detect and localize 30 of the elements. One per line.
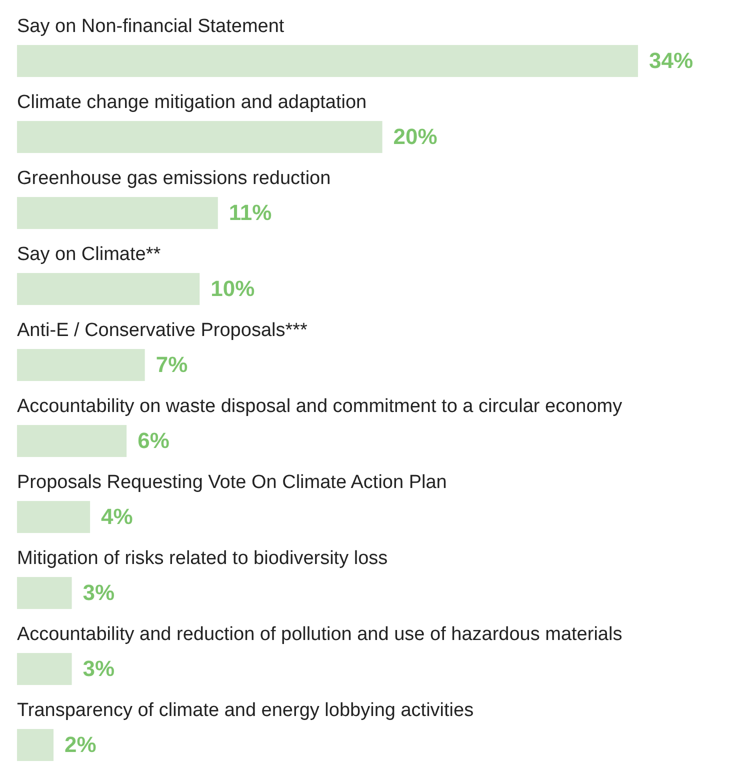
data-label: 7% xyxy=(156,352,188,377)
bar xyxy=(17,577,72,609)
y-tick-label: Mitigation of risks related to biodiversity loss xyxy=(17,548,388,569)
data-label: 6% xyxy=(138,428,170,453)
bar xyxy=(17,349,145,381)
y-tick-label: Accountability and reduction of pollution and use of hazardous materials xyxy=(17,624,622,645)
bar xyxy=(17,653,72,685)
y-tick-label: Anti-E / Conservative Proposals*** xyxy=(17,320,308,341)
y-tick-label: Accountability on waste disposal and commitment to a circular economy xyxy=(17,396,623,417)
y-tick-label: Greenhouse gas emissions reduction xyxy=(17,168,331,189)
data-label: 20% xyxy=(393,124,438,149)
bar xyxy=(17,121,382,153)
bar xyxy=(17,729,54,761)
y-tick-label: Climate change mitigation and adaptation xyxy=(17,92,367,113)
data-label: 3% xyxy=(82,656,115,681)
bar xyxy=(17,501,90,533)
data-label: 11% xyxy=(228,200,272,225)
data-label: 34% xyxy=(649,48,694,73)
bar xyxy=(17,197,218,229)
bar xyxy=(17,425,127,457)
y-tick-label: Say on Non-financial Statement xyxy=(17,16,285,37)
y-tick-label: Proposals Requesting Vote On Climate Action Plan xyxy=(17,472,447,493)
y-tick-label: Say on Climate** xyxy=(17,244,162,265)
data-label: 2% xyxy=(64,732,96,757)
data-label: 4% xyxy=(101,504,133,529)
bar xyxy=(17,273,200,305)
y-tick-label: Transparency of climate and energy lobbying activities xyxy=(17,700,474,721)
bar xyxy=(17,45,638,77)
data-label: 10% xyxy=(210,276,255,301)
data-label: 3% xyxy=(82,580,115,605)
